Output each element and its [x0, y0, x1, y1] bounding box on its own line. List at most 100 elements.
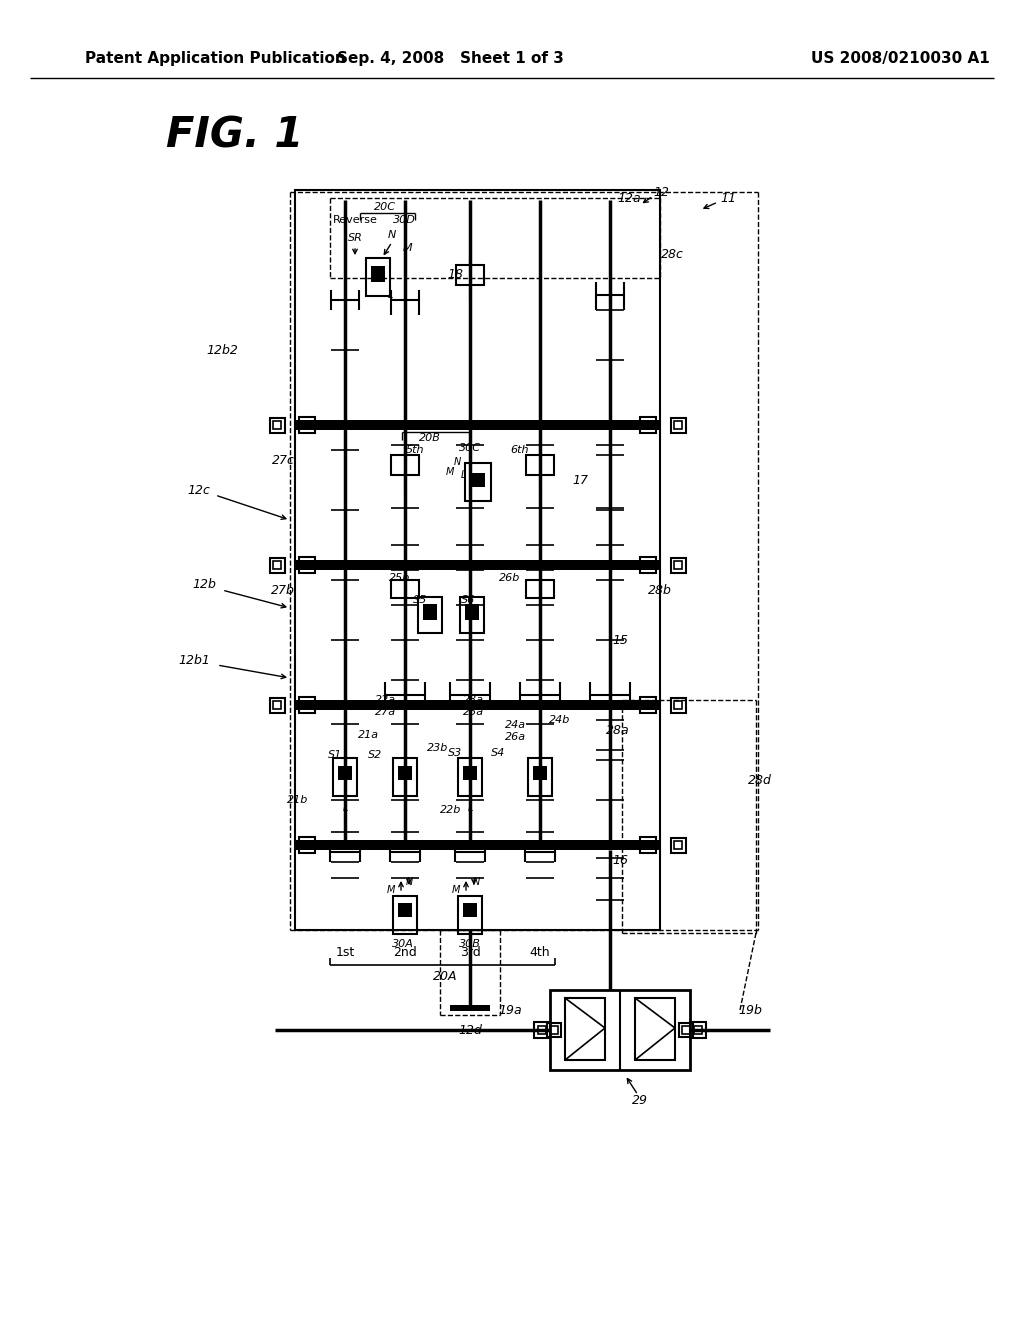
Bar: [299, 417, 315, 433]
Bar: [303, 841, 311, 849]
Bar: [272, 701, 282, 709]
Bar: [671, 557, 685, 573]
Bar: [458, 758, 482, 796]
Bar: [526, 579, 554, 598]
Text: 17: 17: [572, 474, 588, 487]
Bar: [371, 267, 385, 282]
Bar: [635, 998, 675, 1060]
Bar: [534, 766, 547, 780]
Text: Sep. 4, 2008   Sheet 1 of 3: Sep. 4, 2008 Sheet 1 of 3: [337, 50, 563, 66]
Bar: [269, 697, 285, 713]
Text: 18: 18: [447, 268, 463, 281]
Bar: [458, 896, 482, 935]
Text: 12: 12: [653, 186, 669, 198]
Text: M: M: [403, 243, 413, 253]
Text: M: M: [445, 467, 455, 477]
Bar: [640, 837, 656, 853]
Text: 12c: 12c: [187, 483, 210, 496]
Bar: [393, 896, 417, 935]
Bar: [269, 557, 285, 573]
Text: 30D: 30D: [393, 215, 416, 224]
Bar: [674, 561, 682, 569]
Bar: [418, 597, 442, 634]
Bar: [299, 557, 315, 573]
Bar: [547, 1023, 561, 1038]
Text: 25a: 25a: [463, 708, 484, 717]
Bar: [272, 421, 282, 429]
Text: N: N: [454, 457, 461, 467]
Text: 28c: 28c: [660, 248, 683, 261]
Bar: [671, 697, 685, 713]
Text: L: L: [387, 290, 392, 300]
Bar: [471, 473, 485, 487]
Bar: [299, 837, 315, 853]
Text: 15: 15: [612, 634, 628, 647]
Bar: [456, 265, 484, 285]
Bar: [671, 837, 685, 853]
Text: 25b: 25b: [389, 573, 411, 583]
Text: L: L: [342, 803, 348, 813]
Text: M: M: [387, 884, 395, 895]
Text: 6th: 6th: [511, 445, 529, 455]
Text: L: L: [461, 470, 466, 480]
Bar: [366, 257, 390, 296]
Text: 20A: 20A: [433, 970, 458, 983]
Text: US 2008/0210030 A1: US 2008/0210030 A1: [811, 50, 989, 66]
Text: 20B: 20B: [419, 433, 441, 444]
Text: 5th: 5th: [406, 445, 424, 455]
Bar: [303, 561, 311, 569]
Text: 12b: 12b: [193, 578, 216, 591]
Text: N: N: [406, 876, 413, 887]
Text: 23a: 23a: [463, 696, 484, 705]
Text: 11: 11: [720, 191, 736, 205]
Text: 21a: 21a: [358, 730, 379, 741]
Text: 1st: 1st: [336, 945, 354, 958]
Text: S6: S6: [461, 595, 475, 605]
Bar: [550, 1026, 558, 1034]
Bar: [690, 1022, 706, 1038]
Bar: [423, 605, 437, 620]
Bar: [644, 841, 652, 849]
Bar: [295, 840, 660, 850]
Bar: [640, 557, 656, 573]
Bar: [391, 455, 419, 475]
Text: 12d: 12d: [458, 1023, 482, 1036]
Bar: [674, 701, 682, 709]
Text: 16: 16: [612, 854, 628, 866]
Text: M: M: [452, 884, 460, 895]
Text: N: N: [472, 876, 479, 887]
Text: S3: S3: [447, 748, 462, 758]
Bar: [693, 1026, 702, 1035]
Bar: [463, 766, 477, 780]
Bar: [682, 1026, 690, 1034]
Bar: [295, 420, 660, 430]
Bar: [644, 701, 652, 709]
Bar: [644, 421, 652, 429]
Bar: [269, 417, 285, 433]
Text: S5: S5: [413, 595, 427, 605]
Bar: [295, 560, 660, 570]
Bar: [393, 758, 417, 796]
Text: Reverse: Reverse: [333, 215, 378, 224]
Bar: [565, 998, 605, 1060]
Bar: [538, 1026, 547, 1035]
Bar: [640, 417, 656, 433]
Text: 27c: 27c: [272, 454, 295, 466]
Text: 29: 29: [632, 1093, 648, 1106]
Bar: [299, 697, 315, 713]
Text: 12b2: 12b2: [206, 343, 238, 356]
Text: S4: S4: [490, 748, 505, 758]
Text: SR: SR: [347, 234, 362, 243]
Bar: [272, 561, 282, 569]
Text: 24a: 24a: [505, 719, 526, 730]
Text: 27a: 27a: [375, 708, 396, 717]
Text: 3rd: 3rd: [460, 945, 480, 958]
Text: L: L: [467, 803, 473, 813]
Bar: [534, 1022, 550, 1038]
Text: 22b: 22b: [440, 805, 462, 814]
Bar: [640, 697, 656, 713]
Text: FIG. 1: FIG. 1: [166, 114, 304, 156]
Bar: [679, 1023, 693, 1038]
Bar: [528, 758, 552, 796]
Text: S1: S1: [328, 750, 342, 760]
